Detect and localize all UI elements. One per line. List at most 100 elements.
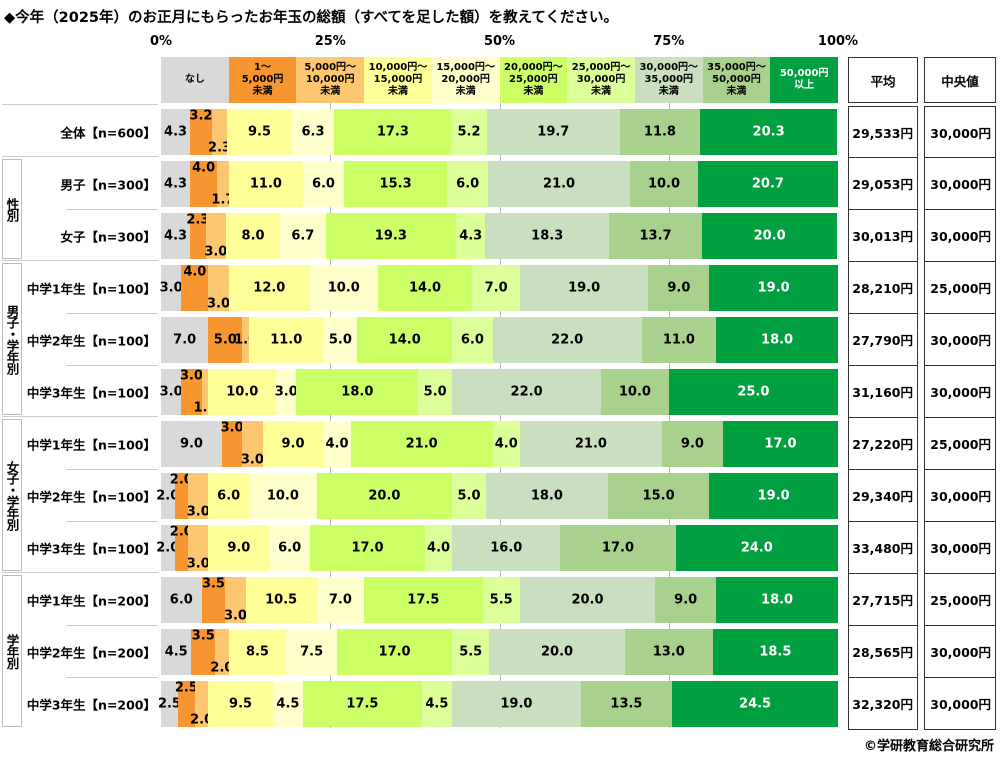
group-label: 男子・学年別 [2, 263, 22, 415]
data-label: 5.5 [489, 592, 513, 608]
data-label: 11.0 [662, 332, 695, 348]
mean-value: 29,340円 [848, 470, 918, 522]
row-label: 男子【n=300】 [60, 177, 156, 193]
bar-segment [709, 265, 838, 311]
bar-segment [174, 525, 189, 571]
legend-5: 20,000円～ 25,000円 未満 [499, 57, 568, 103]
bar-segment [208, 681, 273, 727]
data-label: 21.0 [543, 176, 576, 192]
median-value: 30,000円 [924, 470, 996, 522]
bar-segment [225, 213, 281, 259]
data-label: 17.5 [346, 696, 379, 712]
data-label: 24.5 [739, 696, 772, 712]
data-label: 17.3 [376, 124, 409, 140]
bar-segment [280, 213, 326, 259]
data-label: 3.5 [201, 576, 225, 592]
median-value: 30,000円 [924, 158, 996, 210]
group-separator [2, 104, 158, 105]
group-separator [2, 572, 158, 573]
legend-8: 35,000円～ 50,000円 未満 [702, 57, 771, 103]
data-label: 18.0 [761, 592, 794, 608]
bar-segment [161, 161, 191, 207]
bar-segment [451, 109, 487, 155]
row-separator [66, 365, 158, 366]
bar-segment [334, 109, 452, 155]
bar-segment [262, 421, 324, 467]
data-label: 4.5 [276, 696, 300, 712]
bar-segment [447, 161, 488, 207]
bar-segment [452, 681, 581, 727]
bar-segment [377, 265, 473, 311]
bar-segment [452, 369, 602, 415]
data-label: 2.5 [157, 696, 181, 712]
bar-segment [316, 577, 365, 623]
group-label: 学年別 [2, 575, 22, 727]
bar-segment [188, 473, 209, 519]
median-value: 25,000円 [924, 574, 996, 626]
row-separator [66, 209, 158, 210]
data-label: 3.0 [223, 608, 247, 624]
data-label: 4.0 [192, 160, 216, 176]
mean-value: 27,715円 [848, 574, 918, 626]
data-label: 9.0 [667, 280, 691, 296]
bar-segment [316, 473, 453, 519]
x-tick-label: 50% [483, 34, 516, 49]
data-label: 2.0 [156, 488, 180, 504]
data-label: 4.0 [427, 540, 451, 556]
bar-segment [487, 161, 631, 207]
mean-value: 30,013円 [848, 210, 918, 262]
data-label: 20.0 [540, 644, 574, 660]
bar-segment [492, 421, 520, 467]
bar-segment [208, 473, 249, 519]
bar-segment [489, 629, 625, 675]
legend-9: 50,000円 以上 [770, 57, 838, 103]
data-label: 20.0 [571, 592, 604, 608]
data-label: 19.0 [568, 280, 601, 296]
bar-segment [425, 525, 453, 571]
data-label: 6.0 [278, 540, 302, 556]
data-label: 2.3 [208, 140, 232, 156]
data-label: 6.3 [301, 124, 325, 140]
bar-segment [472, 265, 520, 311]
data-label: 4.0 [183, 264, 207, 280]
bar-segment [624, 629, 713, 675]
bar-segment [485, 473, 608, 519]
data-label: 2.0 [169, 524, 193, 540]
bar-segment [519, 265, 649, 311]
data-label: 17.0 [378, 644, 411, 660]
group-label: 性別 [2, 159, 22, 259]
data-label: 22.0 [551, 332, 584, 348]
gridline [499, 103, 501, 728]
data-label: 13.0 [652, 644, 685, 660]
bar-segment [697, 161, 838, 207]
legend-3: 10,000円～ 15,000円 未満 [364, 57, 432, 103]
data-label: 2.5 [174, 680, 198, 696]
chart-title: ◆今年（2025年）のお正月にもらったお年玉の総額（すべてを足した額）を教えてく… [4, 10, 618, 26]
data-label: 19.0 [500, 696, 533, 712]
x-tick-label: 0% [149, 34, 173, 49]
bar-segment [225, 577, 246, 623]
bar-segment [181, 265, 209, 311]
group-separator [2, 416, 158, 417]
row-label: 中学2年生【n=200】 [26, 645, 156, 661]
bar-segment [303, 681, 422, 727]
bar-segment [350, 421, 493, 467]
data-label: 25.0 [737, 384, 770, 400]
data-label: 5.5 [459, 644, 483, 660]
data-label: 19.0 [757, 280, 790, 296]
data-label: 17.0 [601, 540, 635, 556]
data-label: 20.7 [751, 176, 784, 192]
bar-segment [291, 109, 335, 155]
bar-segment [296, 369, 419, 415]
bar-segment [452, 629, 490, 675]
data-label: 19.7 [537, 124, 570, 140]
median-header: 中央値 [924, 57, 996, 103]
gridline [668, 103, 670, 728]
bar-segment [672, 681, 838, 727]
data-label: 21.0 [405, 436, 438, 452]
bar-segment [161, 213, 191, 259]
bar-segment [249, 317, 324, 363]
data-label: 9.5 [247, 124, 272, 140]
data-label: 6.0 [311, 176, 335, 192]
